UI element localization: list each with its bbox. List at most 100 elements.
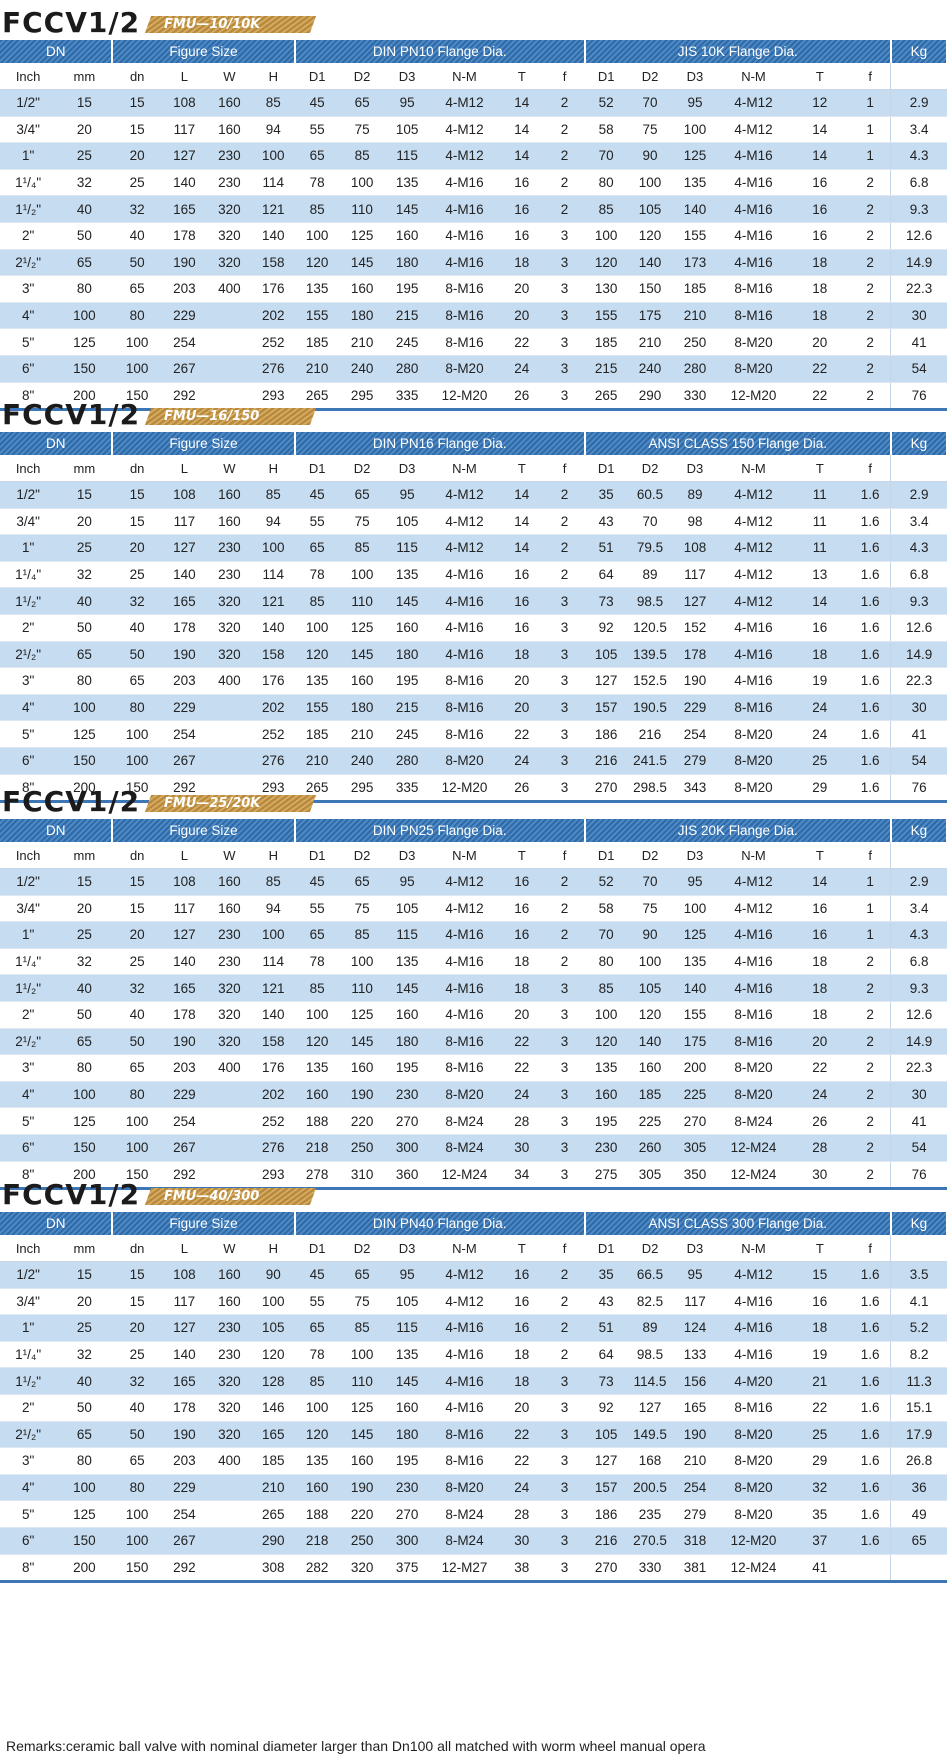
- table-cell: 3: [544, 1054, 585, 1082]
- table-cell: 30: [890, 694, 947, 722]
- table-cell: 150: [627, 275, 673, 303]
- table-cell: 8-M20: [717, 1447, 790, 1475]
- table-cell: 3: [544, 974, 585, 1002]
- table-cell: 241.5: [627, 747, 673, 775]
- table-row: 3" 80 65 203 400 176 135 160 195 8-M16 20 3 127 152.5…: [0, 667, 947, 695]
- table-cell: 265: [294, 774, 340, 804]
- table-cell: 16: [499, 222, 545, 250]
- table-row: 6" 150 100 267 276 210 240 280 8-M20 24 3 216 241.5 2…: [0, 747, 947, 775]
- table-cell: 16: [499, 169, 545, 197]
- table-cell: 37: [789, 1527, 851, 1555]
- table-cell: 2: [850, 169, 891, 197]
- table-cell: 2": [0, 1394, 57, 1422]
- table-cell: 180: [384, 1421, 430, 1449]
- table-cell: 32: [56, 948, 113, 976]
- table-cell: 2: [850, 249, 891, 277]
- table-cell: 140: [672, 974, 718, 1002]
- table-cell: 110: [339, 974, 385, 1002]
- table-cell: [206, 1107, 252, 1135]
- table-cell: 160: [384, 1394, 430, 1422]
- table-cell: 270: [584, 774, 628, 804]
- column-header: N-M: [717, 455, 790, 482]
- column-header: D1: [294, 1235, 340, 1262]
- table-cell: [206, 1474, 252, 1502]
- table-cell: 50: [112, 249, 162, 277]
- table-cell: 45: [294, 89, 340, 117]
- table-cell: 50: [56, 222, 113, 250]
- table-cell: 135: [294, 1054, 340, 1082]
- table-cell: 22: [499, 1028, 545, 1056]
- table-cell: 140: [627, 249, 673, 277]
- group-header-kg: Kg: [890, 40, 949, 63]
- table-cell: 8-M24: [429, 1527, 500, 1555]
- group-header-row: DN Figure Size DIN PN25 Flange Dia. JIS 20K…: [0, 819, 949, 842]
- table-cell: 3: [544, 614, 585, 642]
- table-cell: 120: [294, 1421, 340, 1449]
- column-header: f: [850, 842, 891, 869]
- table-cell: 3/4": [0, 895, 57, 923]
- table-cell: 76: [890, 382, 947, 412]
- table-cell: 95: [384, 481, 430, 509]
- table-cell: 1.6: [850, 667, 891, 695]
- table-cell: 25: [56, 142, 113, 170]
- table-cell: 18: [499, 974, 545, 1002]
- column-header: D3: [384, 842, 430, 869]
- table-cell: 240: [339, 747, 385, 775]
- table-cell: 92: [584, 1394, 628, 1422]
- table-cell: 16: [789, 921, 851, 949]
- table-cell: 28: [499, 1500, 545, 1528]
- table-cell: 5": [0, 1500, 57, 1528]
- table-row: 1" 25 20 127 230 105 65 85 115 4-M16 16 2 51 89 124 4-M…: [0, 1314, 947, 1342]
- table-cell: 121: [251, 974, 295, 1002]
- table-cell: 20: [112, 534, 162, 562]
- column-header: W: [206, 63, 252, 90]
- table-cell: 11: [789, 481, 851, 509]
- table-cell: 117: [161, 1288, 207, 1316]
- table-cell: 32: [789, 1474, 851, 1502]
- table-cell: 100: [251, 142, 295, 170]
- table-cell: 12.6: [890, 614, 947, 642]
- table-cell: 215: [384, 302, 430, 330]
- column-header: [890, 63, 947, 90]
- table-cell: 1.6: [850, 1394, 891, 1422]
- table-cell: 8-M20: [717, 1421, 790, 1449]
- table-cell: 114: [251, 561, 295, 589]
- table-cell: 149.5: [627, 1421, 673, 1449]
- table-cell: 155: [584, 302, 628, 330]
- table-cell: 158: [251, 641, 295, 669]
- group-header-kg: Kg: [890, 432, 949, 455]
- table-cell: 100: [251, 921, 295, 949]
- table-cell: 20: [789, 328, 851, 356]
- spec-section-2: FCCV1/2 FMU—16/150 DN Figure Size DIN PN16 F…: [0, 396, 950, 804]
- table-row: 1¹/₂" 40 32 165 320 128 85 110 145 4-M16 18 3 73 114.…: [0, 1367, 947, 1395]
- table-cell: 150: [56, 747, 113, 775]
- table-cell: 65: [56, 641, 113, 669]
- table-cell: 400: [206, 667, 252, 695]
- table-cell: 22: [499, 720, 545, 748]
- table-cell: 16: [499, 1261, 545, 1289]
- table-cell: 75: [339, 116, 385, 144]
- table-cell: 1: [850, 142, 891, 170]
- table-cell: 16: [789, 195, 851, 223]
- table-cell: 65: [56, 1421, 113, 1449]
- table-cell: 95: [672, 1261, 718, 1289]
- table-cell: 8-M20: [717, 1500, 790, 1528]
- table-cell: 8-M16: [429, 275, 500, 303]
- table-cell: 3: [544, 222, 585, 250]
- table-cell: 160: [384, 614, 430, 642]
- table-cell: 108: [161, 481, 207, 509]
- table-cell: 1": [0, 142, 57, 170]
- table-cell: 4-M12: [429, 1288, 500, 1316]
- table-cell: 320: [206, 1028, 252, 1056]
- table-cell: 5.2: [890, 1314, 947, 1342]
- table-cell: 85: [294, 1367, 340, 1395]
- table-cell: 145: [339, 249, 385, 277]
- column-header: D2: [339, 1235, 385, 1262]
- table-cell: 117: [161, 895, 207, 923]
- table-cell: 20: [499, 302, 545, 330]
- table-cell: 65: [294, 1314, 340, 1342]
- table-cell: 155: [672, 222, 718, 250]
- table-row: 3" 80 65 203 400 176 135 160 195 8-M16 22 3 135 160 20…: [0, 1054, 947, 1082]
- table-cell: 100: [112, 1134, 162, 1162]
